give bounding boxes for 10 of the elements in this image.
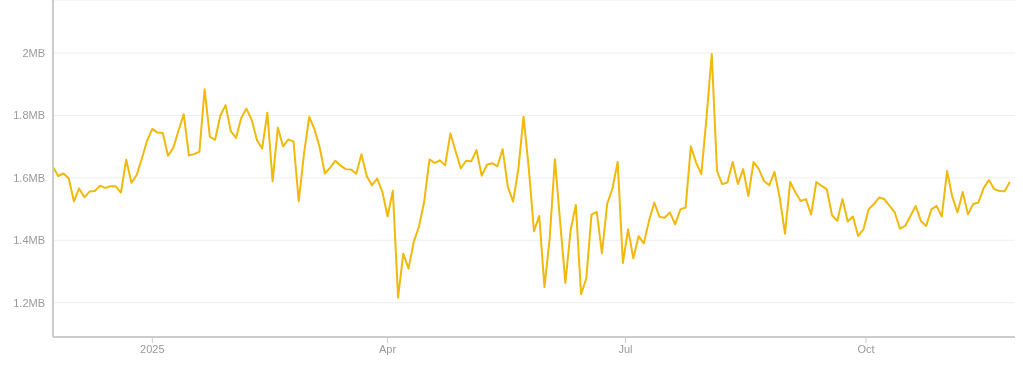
y-tick-label: 2MB [22, 46, 45, 59]
y-tick-label: 1.6MB [13, 171, 45, 184]
x-tick-label: Oct [857, 342, 875, 355]
x-tick-label: Jul [618, 342, 633, 355]
y-tick-label: 1.8MB [13, 109, 45, 122]
x-tick-label: 2025 [140, 342, 165, 355]
line-series [53, 52, 1011, 299]
y-tick-label: 1.2MB [13, 296, 45, 309]
y-tick-label: 1.4MB [13, 234, 45, 247]
x-tick-label: Apr [379, 342, 397, 355]
